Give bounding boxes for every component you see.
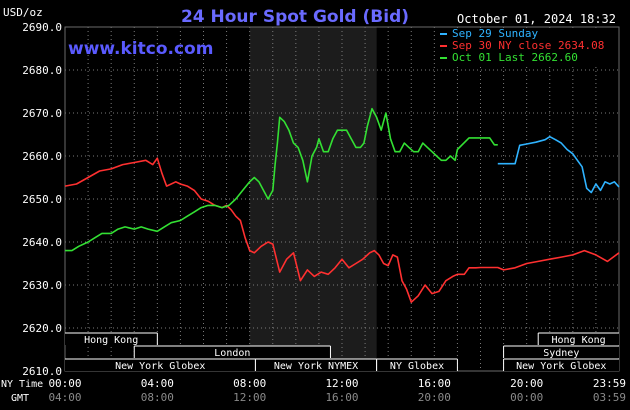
session-bar-fill (134, 346, 331, 358)
session-bar: Sydney (503, 345, 619, 359)
x-tick-label-ny: 23:59 (593, 377, 626, 390)
session-bar-label: Hong Kong (552, 335, 606, 346)
session-bar-label: New York Globex (115, 361, 205, 372)
x-tick-label-gmt: 00:00 (510, 391, 543, 404)
session-bar-label: New York Globex (516, 361, 606, 372)
session-bar-fill (65, 359, 256, 371)
session-bar-fill (376, 359, 458, 371)
session-bar-label: Sydney (543, 348, 579, 359)
x-tick-label-ny: 04:00 (141, 377, 174, 390)
session-bar: NY Globex (376, 358, 458, 372)
legend-entry: Oct 01 Last 2662.60 (452, 51, 578, 64)
session-bar: Hong Kong (65, 332, 158, 346)
chart-title: 24 Hour Spot Gold (Bid) (181, 7, 409, 27)
y-tick-label: 2680.0 (22, 64, 62, 77)
axis-layer: 2690.0 2680.0 2670.0 2660.0 2650.0 2640.0 2630… (22, 21, 626, 404)
legend-entry: Sep 29 Sunday (452, 27, 538, 40)
session-bar: London (133, 345, 331, 359)
x-tick-label-gmt: 03:59 (593, 391, 626, 404)
y-tick-label: 2660.0 (22, 150, 62, 163)
legend-box (436, 28, 618, 66)
y-tick-label: 2670.0 (22, 107, 62, 120)
y-axis-unit-label: USD/oz (3, 6, 43, 19)
x-tick-label-ny: 00:00 (48, 377, 81, 390)
x-tick-label-gmt: 08:00 (141, 391, 174, 404)
x-tick-label-gmt: 12:00 (233, 391, 266, 404)
session-bar: New York Globex (65, 358, 256, 372)
x-tick-label-gmt: 04:00 (48, 391, 81, 404)
session-bar: Hong Kong (537, 332, 619, 346)
timestamp: October 01, 2024 18:32 (457, 12, 616, 26)
y-tick-label: 2690.0 (22, 21, 62, 34)
x-tick-label-ny: 16:00 (418, 377, 451, 390)
session-bar: New York Globex (503, 358, 619, 372)
series-line (64, 157, 620, 304)
y-tick-label: 2610.0 (22, 365, 62, 378)
gmt-row-label: GMT (11, 393, 29, 404)
session-bar-fill (65, 333, 158, 345)
series-line (65, 107, 498, 252)
legend-entry: Sep 30 NY close 2634.08 (452, 39, 604, 52)
x-tick-label-ny: 20:00 (510, 377, 543, 390)
y-tick-label: 2650.0 (22, 193, 62, 206)
x-tick-label-ny: 12:00 (325, 377, 358, 390)
session-bar-fill (255, 359, 377, 371)
session-bars-layer: Hong Kong Hong Kong London Sydney New York G… (65, 332, 619, 372)
session-bar-fill (503, 359, 619, 371)
session-bar-fill (503, 346, 619, 358)
x-tick-label-ny: 08:00 (233, 377, 266, 390)
x-tick-label-gmt: 20:00 (418, 391, 451, 404)
y-tick-label: 2620.0 (22, 322, 62, 335)
session-bar-label: Hong Kong (84, 335, 138, 346)
session-bar-label: New York NYMEX (274, 361, 358, 372)
series-layer (64, 107, 620, 304)
session-bar-fill (538, 333, 619, 345)
ny-time-row-label: NY Time (1, 379, 43, 390)
session-bar: New York NYMEX (254, 358, 378, 372)
y-tick-label: 2630.0 (22, 279, 62, 292)
session-bar-label: London (214, 348, 250, 359)
kitco-watermark: www.kitco.com (68, 39, 213, 59)
y-tick-label: 2640.0 (22, 236, 62, 249)
x-tick-label-gmt: 16:00 (325, 391, 358, 404)
session-bar-label: NY Globex (390, 361, 444, 372)
series-line (497, 135, 620, 194)
